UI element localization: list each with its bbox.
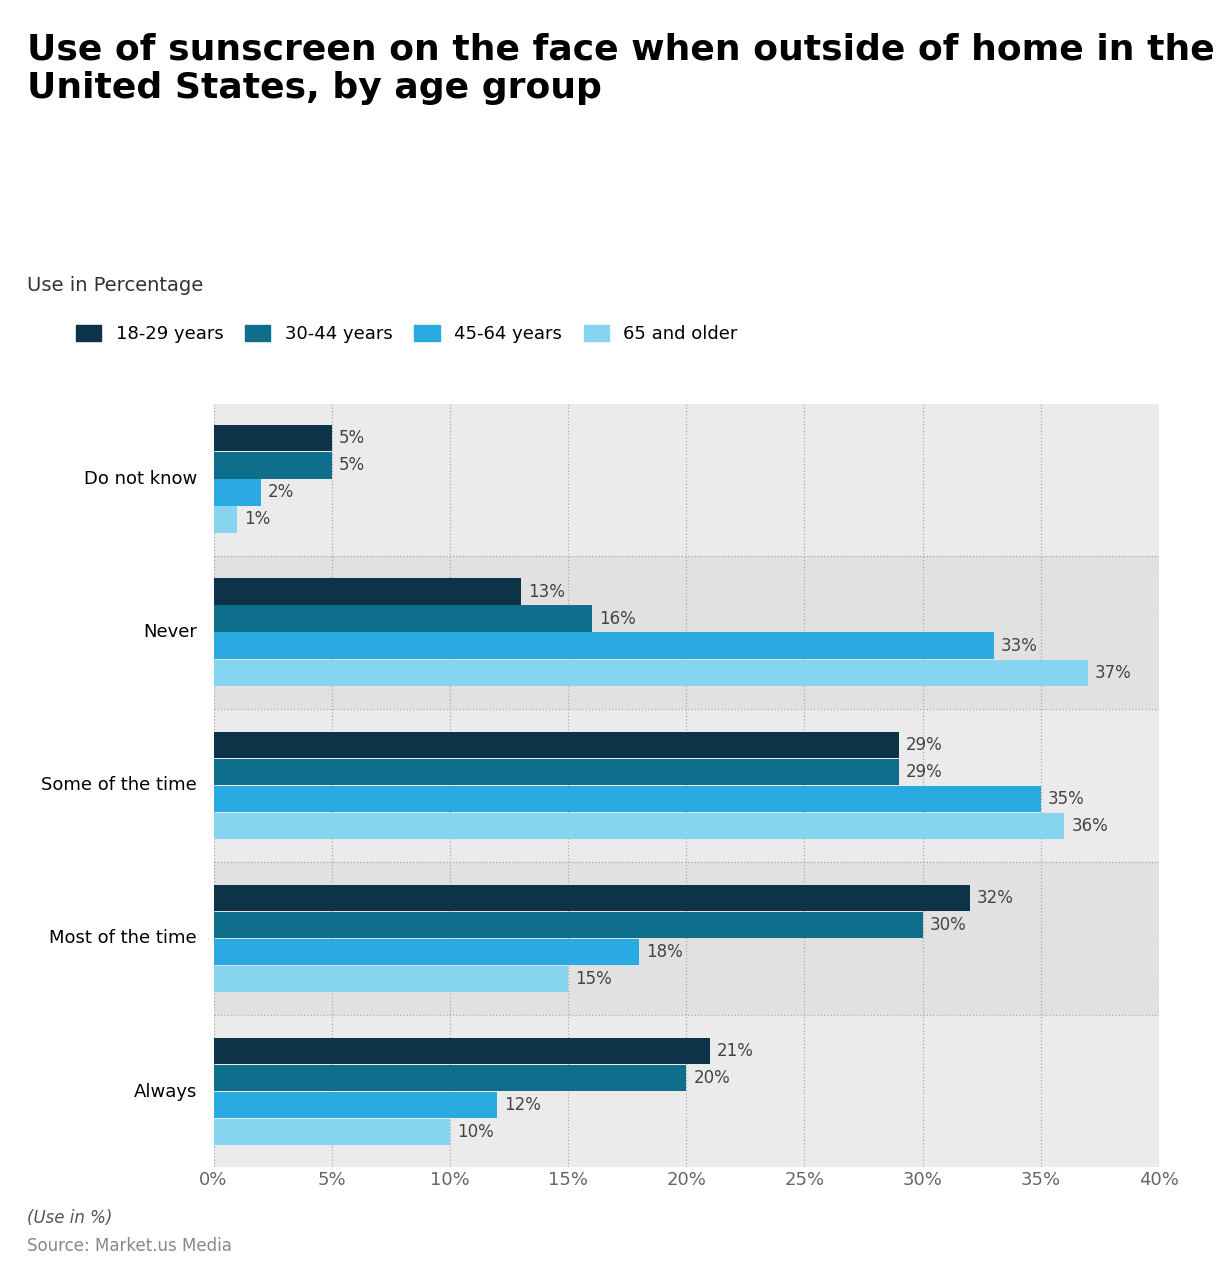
Bar: [214, 965, 569, 992]
Text: 5%: 5%: [339, 456, 365, 474]
Bar: [214, 1038, 710, 1064]
Bar: [214, 506, 237, 532]
Bar: [214, 885, 970, 912]
Text: Use of sunscreen on the face when outside of home in the
United States, by age g: Use of sunscreen on the face when outsid…: [27, 32, 1215, 105]
Bar: [214, 479, 261, 505]
Text: 21%: 21%: [717, 1042, 754, 1060]
Text: 18%: 18%: [647, 942, 683, 962]
Text: 33%: 33%: [1000, 637, 1037, 655]
Bar: [214, 862, 1159, 1015]
Bar: [214, 813, 1064, 838]
Text: Source: Market.us Media: Source: Market.us Media: [27, 1237, 232, 1255]
Text: 30%: 30%: [930, 915, 966, 933]
Legend: 18-29 years, 30-44 years, 45-64 years, 65 and older: 18-29 years, 30-44 years, 45-64 years, 6…: [76, 326, 738, 344]
Bar: [214, 938, 639, 965]
Text: (Use in %): (Use in %): [27, 1209, 112, 1227]
Text: 37%: 37%: [1096, 664, 1132, 682]
Bar: [214, 659, 1088, 686]
Text: 10%: 10%: [458, 1123, 494, 1141]
Text: 12%: 12%: [504, 1096, 542, 1114]
Text: 35%: 35%: [1048, 790, 1085, 808]
Bar: [214, 632, 993, 659]
Bar: [214, 912, 922, 938]
Text: 5%: 5%: [339, 429, 365, 447]
Bar: [214, 605, 592, 632]
Text: 29%: 29%: [906, 736, 943, 754]
Text: 16%: 16%: [599, 609, 636, 628]
Text: 2%: 2%: [268, 483, 294, 501]
Text: 1%: 1%: [244, 510, 271, 528]
Text: 13%: 13%: [528, 582, 565, 600]
Text: 20%: 20%: [693, 1069, 730, 1087]
Bar: [214, 1065, 686, 1091]
Bar: [214, 786, 1041, 812]
Bar: [214, 759, 899, 785]
Bar: [214, 578, 521, 605]
Bar: [214, 1119, 450, 1145]
Bar: [214, 1092, 498, 1118]
Text: 29%: 29%: [906, 763, 943, 781]
Bar: [214, 453, 332, 478]
Bar: [214, 426, 332, 451]
Text: 15%: 15%: [575, 970, 612, 988]
Text: 32%: 32%: [977, 888, 1014, 906]
Text: Use in Percentage: Use in Percentage: [27, 276, 203, 295]
Bar: [214, 732, 899, 758]
Text: 36%: 36%: [1071, 817, 1108, 835]
Bar: [214, 555, 1159, 709]
